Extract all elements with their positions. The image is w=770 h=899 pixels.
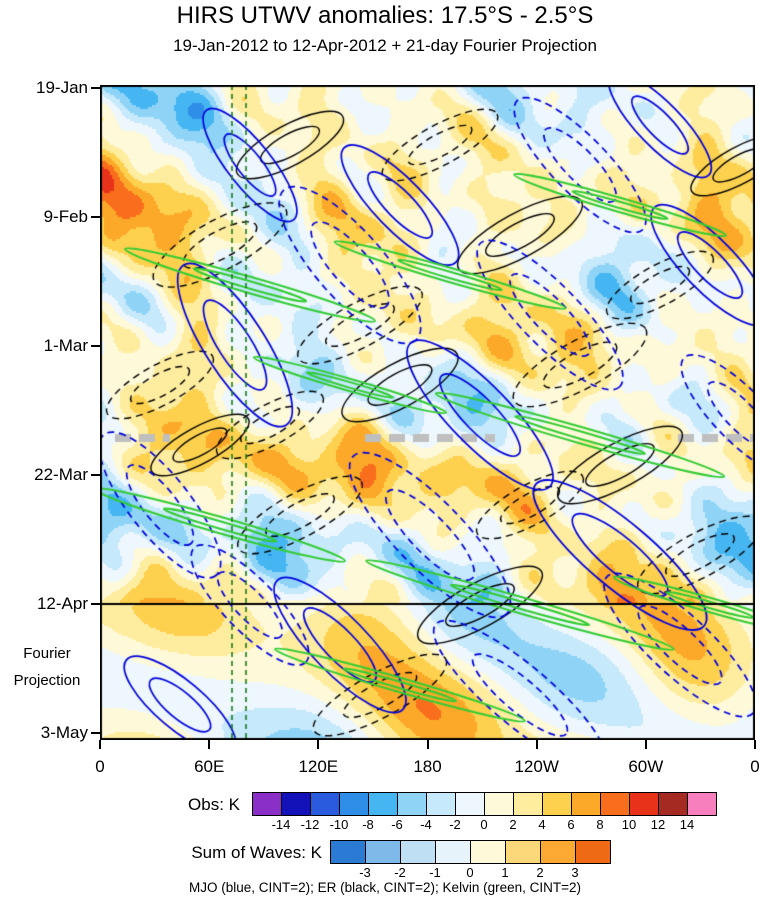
y-axis-tick bbox=[91, 603, 100, 605]
colorbar-tick-label: 10 bbox=[621, 817, 637, 832]
y-axis-tick-label: 3-May bbox=[40, 723, 88, 742]
obs-colorbar bbox=[252, 792, 717, 816]
colorbar-tick-label: -4 bbox=[420, 817, 432, 832]
x-axis-tick-label: 60W bbox=[628, 757, 664, 776]
colorbar-tick-label: 6 bbox=[567, 817, 575, 832]
colorbar-cell bbox=[540, 841, 575, 863]
colorbar-tick-label: -1 bbox=[429, 865, 441, 880]
colorbar-cell bbox=[575, 841, 610, 863]
colorbar-cell bbox=[310, 793, 339, 815]
y-axis-tick bbox=[91, 345, 100, 347]
x-axis-tick-label: 60E bbox=[194, 757, 225, 776]
y-axis-tick-label: 9-Feb bbox=[43, 207, 88, 226]
colorbar-cell bbox=[426, 793, 455, 815]
hovmoller-canvas bbox=[100, 85, 755, 740]
colorbar-cell bbox=[600, 793, 629, 815]
colorbar-cell bbox=[658, 793, 687, 815]
colorbar-cell bbox=[400, 841, 435, 863]
x-axis-tick bbox=[426, 740, 429, 749]
fourier-projection-annotation: Projection bbox=[13, 672, 81, 689]
x-axis-tick bbox=[535, 740, 538, 749]
waves-colorbar-ticks: -3 -2 -1 0 1 2 3 bbox=[330, 865, 611, 881]
colorbar-cell bbox=[435, 841, 470, 863]
waves-colorbar bbox=[330, 840, 611, 864]
colorbar-tick-label: 0 bbox=[480, 817, 488, 832]
colorbar-cell bbox=[397, 793, 426, 815]
colorbar-tick-label: -14 bbox=[271, 817, 291, 832]
chart-subtitle: 19-Jan-2012 to 12-Apr-2012 + 21-day Four… bbox=[173, 36, 597, 55]
colorbar-cell bbox=[455, 793, 484, 815]
waves-colorbar-label: Sum of Waves: K bbox=[191, 843, 322, 862]
colorbar-cell bbox=[339, 793, 368, 815]
colorbar-cell bbox=[513, 793, 542, 815]
chart-title: HIRS UTWV anomalies: 17.5°S - 2.5°S bbox=[176, 2, 594, 29]
legend-caption: MJO (blue, CINT=2); ER (black, CINT=2); … bbox=[189, 880, 581, 895]
colorbar-tick-label: -6 bbox=[391, 817, 403, 832]
colorbar-tick-label: -8 bbox=[362, 817, 374, 832]
colorbar-tick-label: 14 bbox=[679, 817, 695, 832]
colorbar-cell bbox=[571, 793, 600, 815]
plot-area bbox=[100, 85, 755, 740]
x-axis-tick-label: 0 bbox=[95, 757, 105, 776]
y-axis-tick-label: 12-Apr bbox=[36, 594, 88, 613]
colorbar-tick-label: 8 bbox=[596, 817, 604, 832]
colorbar-tick-label: 2 bbox=[536, 865, 544, 880]
colorbar-cell bbox=[542, 793, 571, 815]
obs-colorbar-label: Obs: K bbox=[188, 795, 240, 814]
colorbar-cell bbox=[687, 793, 716, 815]
colorbar-tick-label: -3 bbox=[359, 865, 371, 880]
y-axis-tick bbox=[91, 732, 100, 734]
x-axis-tick bbox=[754, 740, 756, 749]
colorbar-tick-label: 12 bbox=[650, 817, 666, 832]
x-axis-tick bbox=[644, 740, 647, 749]
colorbar-tick-label: -10 bbox=[329, 817, 349, 832]
colorbar-tick-label: 3 bbox=[571, 865, 579, 880]
colorbar-cell bbox=[365, 841, 400, 863]
y-axis-tick-label: 1-Mar bbox=[43, 336, 88, 355]
y-axis-tick bbox=[91, 474, 100, 476]
x-axis-tick bbox=[208, 740, 211, 749]
y-axis-tick bbox=[91, 216, 100, 218]
colorbar-cell bbox=[505, 841, 540, 863]
colorbar-tick-label: 4 bbox=[538, 817, 546, 832]
colorbar-tick-label: 0 bbox=[466, 865, 474, 880]
x-axis-tick-label: 120E bbox=[298, 757, 339, 776]
obs-colorbar-ticks: -14 -12 -10 -8 -6 -4 -2 0 2 4 6 8 10 12 14 bbox=[252, 817, 716, 833]
x-axis-tick bbox=[99, 740, 101, 749]
y-axis-tick bbox=[91, 87, 100, 89]
fourier-projection-annotation: Fourier bbox=[23, 645, 71, 662]
colorbar-tick-label: 1 bbox=[501, 865, 509, 880]
colorbar-tick-label: -12 bbox=[300, 817, 320, 832]
x-axis-tick-label: 120W bbox=[514, 757, 559, 776]
colorbar-cell bbox=[281, 793, 310, 815]
colorbar-cell bbox=[368, 793, 397, 815]
x-axis-tick bbox=[317, 740, 320, 749]
colorbar-cell bbox=[629, 793, 658, 815]
colorbar-tick-label: -2 bbox=[394, 865, 406, 880]
colorbar-cell bbox=[470, 841, 505, 863]
colorbar-cell bbox=[253, 793, 281, 815]
x-axis-tick-label: 0 bbox=[750, 757, 760, 776]
y-axis-tick-label: 19-Jan bbox=[36, 78, 88, 97]
x-axis-tick-label: 180 bbox=[413, 757, 442, 776]
colorbar-tick-label: -2 bbox=[449, 817, 461, 832]
colorbar-cell bbox=[484, 793, 513, 815]
y-axis-tick-label: 22-Mar bbox=[34, 465, 88, 484]
colorbar-cell bbox=[331, 841, 365, 863]
colorbar-tick-label: 2 bbox=[509, 817, 517, 832]
